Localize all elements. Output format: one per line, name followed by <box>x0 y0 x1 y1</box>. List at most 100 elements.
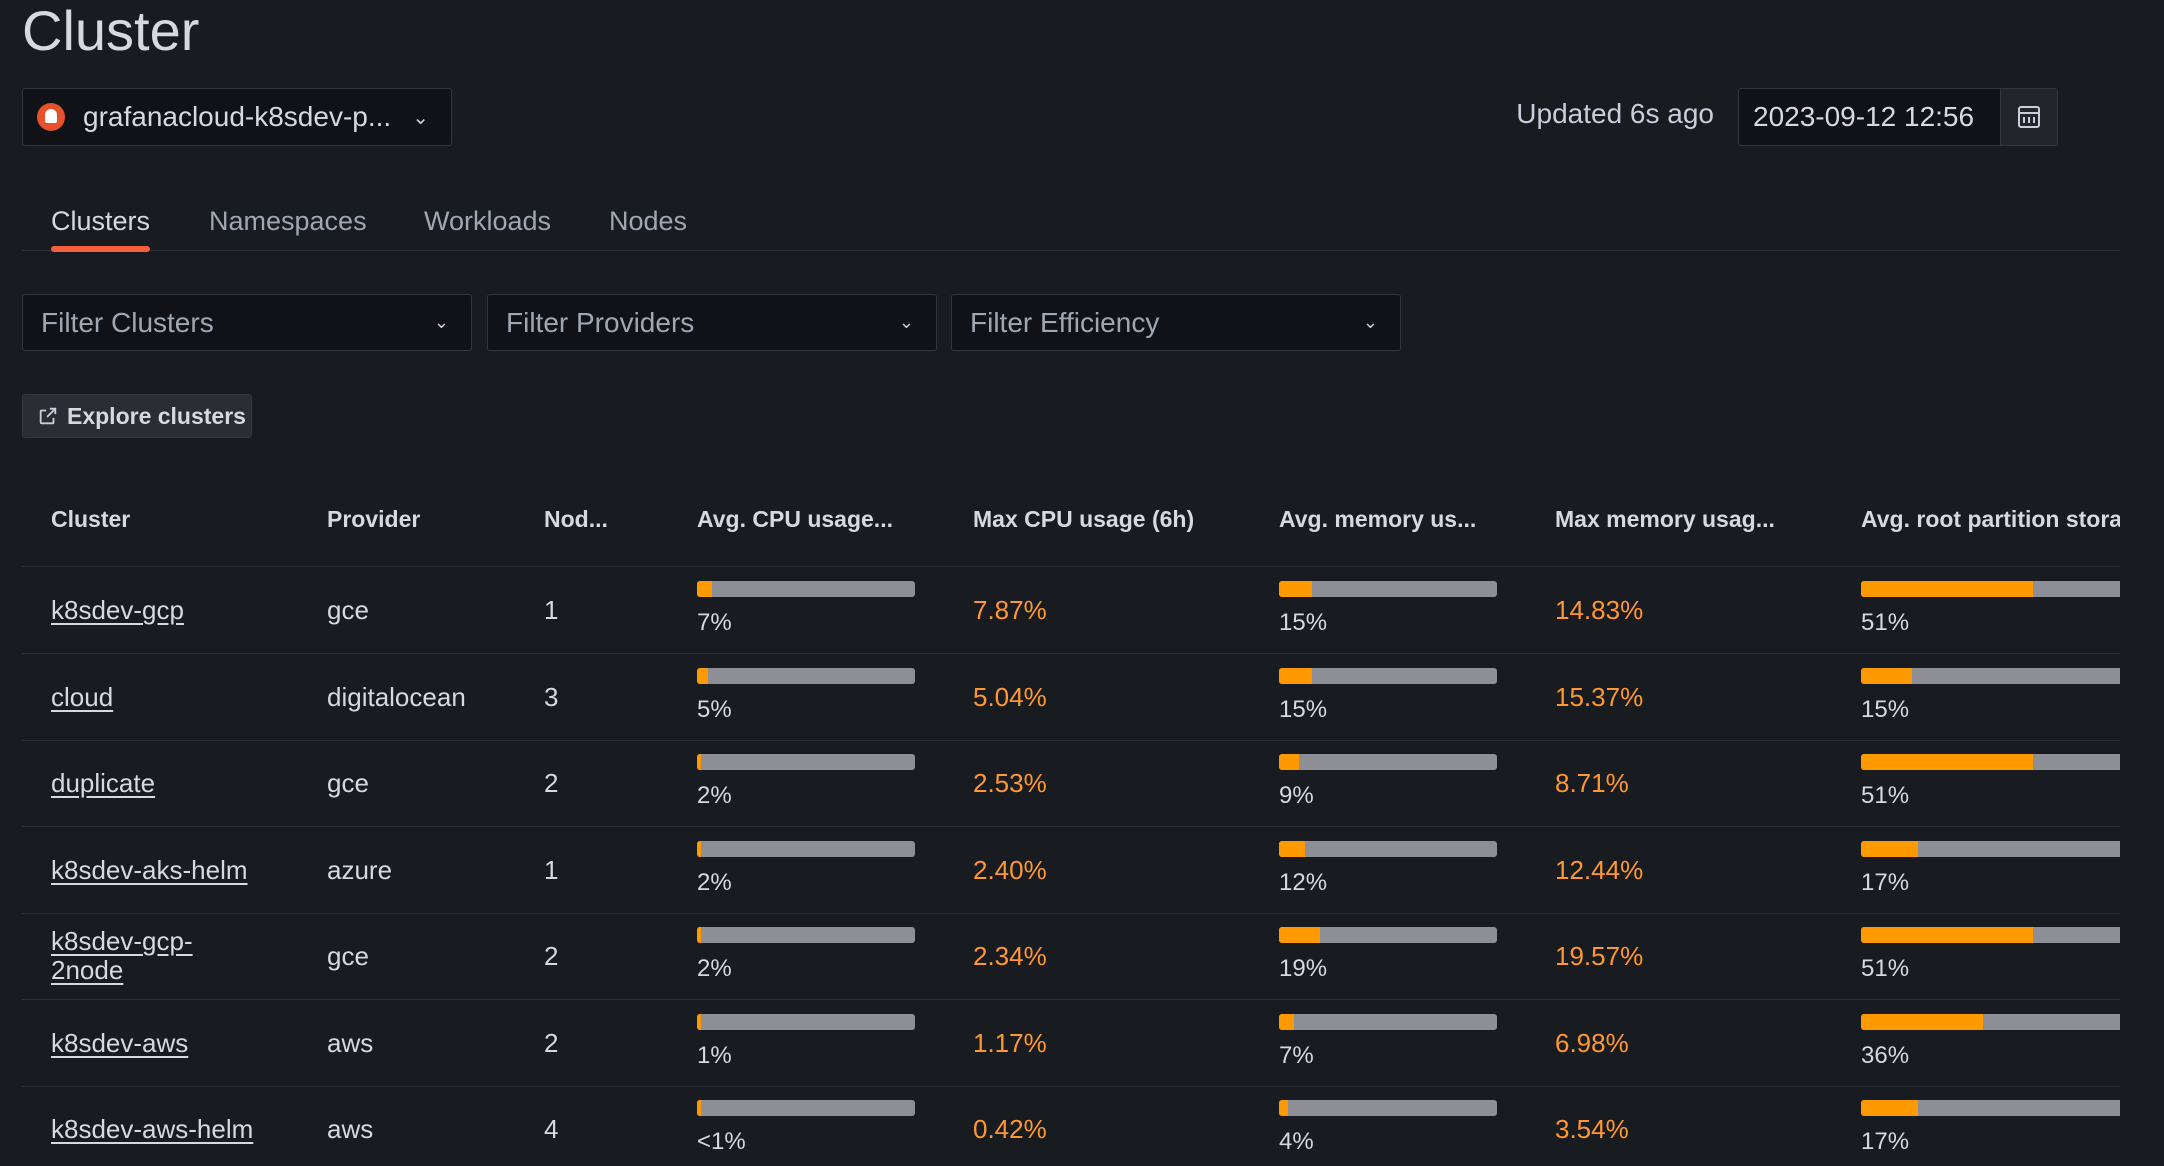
tab-namespaces[interactable]: Namespaces <box>209 205 367 236</box>
table-row[interactable]: duplicate gce 2 2.53% 8.71% 2% 9% 51% <box>22 740 2120 827</box>
column-header-root-avg[interactable]: Avg. root partition storag <box>1861 506 2120 532</box>
root-avg-value: 51% <box>1861 609 1910 636</box>
mem-max-cell: 19.57% <box>1555 941 1644 971</box>
explore-clusters-button[interactable]: Explore clusters <box>22 394 252 438</box>
root-avg-bar-fill <box>1861 927 2034 943</box>
table-row[interactable]: cloud digitalocean 3 5.04% 15.37% 5% 15% 15% <box>22 654 2120 741</box>
column-header-cpu-max[interactable]: Max CPU usage (6h) <box>973 506 1195 532</box>
cpu-avg-bar <box>697 1100 915 1116</box>
mem-avg-bar <box>1279 1013 1497 1030</box>
root-avg-value: 51% <box>1861 955 1910 982</box>
root-avg-bar <box>1861 927 2120 943</box>
column-header-nodes[interactable]: Nod... <box>544 506 608 532</box>
table-row[interactable]: k8sdev-gcp gce 1 7.87% 14.83% 7% 15% 51% <box>22 567 2120 654</box>
root-avg-bar <box>1861 581 2120 597</box>
tab-workloads[interactable]: Workloads <box>424 205 552 236</box>
cluster-link[interactable]: k8sdev-gcp-2node <box>51 926 193 985</box>
cpu-avg-bar <box>697 581 915 597</box>
chevron-down-icon: ⌄ <box>898 312 914 332</box>
mem-avg-bar-fill <box>1279 754 1299 770</box>
root-avg-bar <box>1861 1013 2120 1030</box>
mem-avg-value: 15% <box>1279 609 1328 636</box>
mem-avg-bar-fill <box>1279 840 1306 857</box>
filter-providers-placeholder: Filter Providers <box>506 306 695 338</box>
date-picker[interactable]: 2023-09-12 12:56 <box>1738 88 2058 146</box>
cpu-avg-bar-fill <box>697 581 713 597</box>
cpu-max-cell: 5.04% <box>973 681 1047 712</box>
nodes-cell: 1 <box>544 854 559 885</box>
cpu-avg-bar <box>697 1013 915 1030</box>
cluster-link[interactable]: k8sdev-aws-helm <box>51 1114 254 1144</box>
root-avg-bar-fill <box>1861 754 2034 770</box>
root-avg-bar <box>1861 754 2120 770</box>
cluster-link[interactable]: cloud <box>51 681 114 712</box>
filter-clusters-placeholder: Filter Clusters <box>41 306 214 338</box>
mem-avg-bar-fill <box>1279 667 1312 684</box>
mem-avg-value: 12% <box>1279 868 1328 896</box>
provider-cell: aws <box>327 1114 374 1144</box>
mem-avg-bar <box>1279 1100 1497 1116</box>
cpu-avg-value: 2% <box>697 868 732 896</box>
page-title: Cluster <box>22 0 200 62</box>
cpu-max-cell: 2.53% <box>973 768 1047 798</box>
column-header-provider[interactable]: Provider <box>327 506 421 532</box>
cpu-avg-value: 2% <box>697 955 732 982</box>
datasource-picker[interactable]: grafanacloud-k8sdev-p... ⌄ <box>22 88 452 146</box>
updated-status: Updated 6s ago <box>1516 98 1714 129</box>
cpu-avg-bar-fill <box>697 754 702 770</box>
table-row[interactable]: k8sdev-aws-helm aws 4 0.42% 3.54% <1% 4% 17% <box>22 1086 2120 1166</box>
provider-cell: digitalocean <box>327 681 466 712</box>
cpu-avg-bar-fill <box>697 1100 701 1116</box>
cpu-avg-value: 7% <box>697 609 732 636</box>
mem-avg-value: 15% <box>1279 695 1328 723</box>
root-avg-value: 15% <box>1861 695 1910 723</box>
tab-clusters[interactable]: Clusters <box>51 192 151 252</box>
cpu-avg-bar-fill <box>697 1013 701 1030</box>
cpu-avg-bar-fill <box>697 840 702 857</box>
tab-bar: Clusters Namespaces Workloads Nodes <box>22 192 2120 252</box>
column-header-mem-max[interactable]: Max memory usag... <box>1555 506 1775 532</box>
cpu-avg-value: <1% <box>697 1128 746 1155</box>
table-row[interactable]: k8sdev-gcp-2node gce 2 2.34% 19.57% 2% 19% 51% <box>22 913 2120 1000</box>
mem-avg-bar <box>1279 667 1497 684</box>
cpu-avg-bar-fill <box>697 667 708 684</box>
root-avg-bar-fill <box>1861 667 1912 684</box>
table-row[interactable]: k8sdev-aks-helm azure 1 2.40% 12.44% 2% 12% 17% <box>22 827 2120 914</box>
nodes-cell: 2 <box>544 1027 559 1058</box>
cpu-max-cell: 2.40% <box>973 854 1047 885</box>
cpu-max-cell: 7.87% <box>973 595 1047 625</box>
calendar-button[interactable] <box>2000 89 2057 145</box>
column-header-cluster[interactable]: Cluster <box>51 506 131 532</box>
nodes-cell: 2 <box>544 768 559 798</box>
column-header-mem-avg[interactable]: Avg. memory us... <box>1279 506 1477 532</box>
cluster-link[interactable]: k8sdev-aws <box>51 1027 189 1058</box>
chevron-down-icon: ⌄ <box>1362 312 1378 332</box>
cluster-link[interactable]: k8sdev-gcp <box>51 595 184 625</box>
cluster-link[interactable]: duplicate <box>51 768 156 798</box>
root-avg-value: 17% <box>1861 868 1910 896</box>
cpu-avg-bar <box>697 667 915 684</box>
date-input[interactable]: 2023-09-12 12:56 <box>1753 101 1975 132</box>
table-row[interactable]: k8sdev-aws aws 2 1.17% 6.98% 1% 7% 36% <box>22 1000 2120 1087</box>
cpu-avg-bar <box>697 754 915 770</box>
cluster-link[interactable]: k8sdev-aks-helm <box>51 854 248 885</box>
nodes-cell: 1 <box>544 595 559 625</box>
root-avg-bar-fill <box>1861 1100 1919 1116</box>
column-header-cpu-avg[interactable]: Avg. CPU usage... <box>697 506 893 532</box>
cpu-avg-value: 1% <box>697 1041 732 1069</box>
mem-max-cell: 14.83% <box>1555 595 1644 625</box>
datasource-label: grafanacloud-k8sdev-p... <box>83 101 392 132</box>
mem-avg-bar <box>1279 927 1497 943</box>
mem-max-cell: 6.98% <box>1555 1027 1629 1058</box>
filter-clusters-select[interactable]: Filter Clusters ⌄ <box>22 294 472 351</box>
provider-cell: gce <box>327 768 369 798</box>
filter-providers-select[interactable]: Filter Providers ⌄ <box>487 294 937 351</box>
root-avg-bar-fill <box>1861 581 2034 597</box>
root-avg-value: 36% <box>1861 1041 1910 1069</box>
prometheus-icon <box>37 103 65 131</box>
tab-nodes[interactable]: Nodes <box>609 205 688 236</box>
filter-efficiency-select[interactable]: Filter Efficiency ⌄ <box>951 294 1401 351</box>
cpu-avg-bar-fill <box>697 927 702 943</box>
mem-avg-bar-fill <box>1279 1100 1288 1116</box>
mem-avg-bar-fill <box>1279 1013 1295 1030</box>
